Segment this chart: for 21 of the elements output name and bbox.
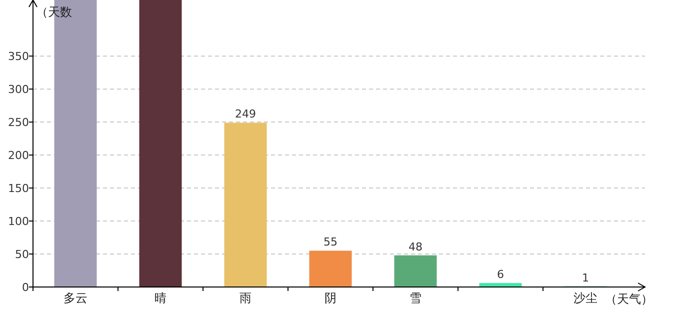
x-tick-label: 晴	[154, 291, 166, 305]
y-tick-label: 300	[8, 83, 29, 96]
data-label: 249	[235, 108, 256, 121]
y-tick-label: 200	[8, 149, 29, 162]
data-label: 6	[497, 268, 504, 282]
x-tick-label: 沙尘	[574, 291, 598, 305]
y-tick-label: 100	[8, 215, 29, 228]
x-tick-label: 雨	[240, 291, 252, 305]
y-tick-label: 250	[8, 116, 29, 130]
y-tick-label: 350	[8, 50, 29, 64]
y-tick-label: 0	[22, 281, 29, 294]
data-label: 55	[324, 236, 338, 249]
x-tick-label: 阴	[324, 291, 336, 305]
y-tick-label: 150	[8, 182, 29, 196]
y-axis-title: （天数	[36, 5, 72, 19]
data-label: 48	[408, 240, 422, 254]
y-tick-label: 50	[15, 248, 29, 262]
x-tick-label: 雪	[410, 291, 422, 305]
x-tick-label: 多云	[64, 291, 88, 305]
data-label: 1	[582, 271, 589, 284]
x-axis-title: （天气）	[605, 292, 653, 306]
